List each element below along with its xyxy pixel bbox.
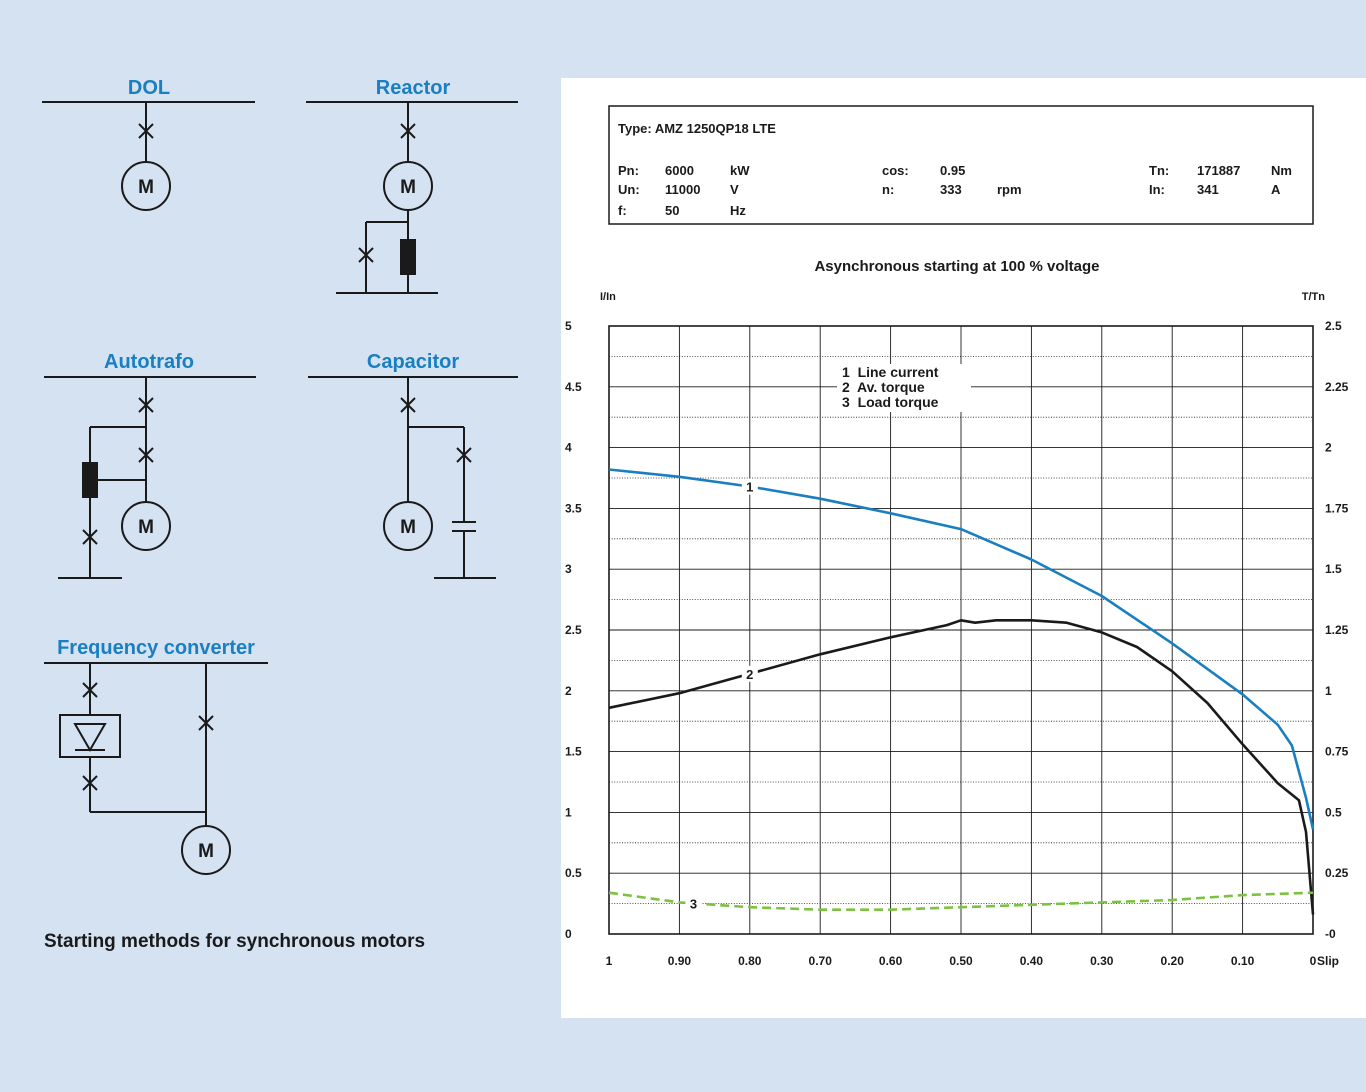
reactor-title: Reactor [376, 77, 451, 99]
legend-load-torque: 3 Load torque [842, 394, 939, 410]
pn-label: Pn: [618, 163, 639, 178]
y-left-axis-label: I/In [600, 291, 616, 303]
x-tick-label: 1 [606, 954, 613, 968]
y-left-tick-label: 3.5 [565, 501, 582, 515]
y-left-tick-label: 1 [565, 805, 572, 819]
y-right-tick-label: 1.25 [1325, 623, 1349, 637]
x-tick-label: 0.90 [668, 954, 692, 968]
motor-label: M [400, 517, 416, 538]
series-line-current-line [608, 468, 1315, 830]
motor-info-box: Type: AMZ 1250QP18 LTE Pn: 6000 kW Un: 1… [608, 105, 1314, 225]
y-left-tick-label: 1.5 [565, 745, 582, 759]
un-unit: V [730, 182, 739, 197]
x-tick-label: 0.60 [879, 954, 903, 968]
f-unit: Hz [730, 203, 746, 218]
y-right-tick-label: 1.5 [1325, 562, 1342, 576]
series-label-bg [685, 895, 702, 912]
tn-label: Tn: [1149, 163, 1169, 178]
starting-curve-chart: Type: AMZ 1250QP18 LTE Pn: 6000 kW Un: 1… [565, 105, 1349, 968]
y-right-tick-label: 0.75 [1325, 745, 1349, 759]
autotrafo-title: Autotrafo [104, 351, 194, 373]
series-av-torque-line [608, 618, 1315, 915]
tn-unit: Nm [1271, 163, 1292, 178]
figure-caption: Starting methods for synchronous motors [44, 931, 426, 952]
un-value: 11000 [665, 182, 700, 197]
frequency-converter-diagram [44, 662, 268, 875]
autotrafo-diagram [44, 376, 256, 579]
y-right-tick-label: 1 [1325, 684, 1332, 698]
f-label: f: [618, 203, 627, 218]
y-left-tick-label: 0.5 [565, 866, 582, 880]
series-load-torque-line [608, 891, 1314, 912]
legend-av-torque: 2 Av. torque [842, 379, 925, 395]
x-tick-label: 0.40 [1020, 954, 1044, 968]
in-unit: A [1271, 182, 1281, 197]
series-label-bg [741, 665, 758, 682]
series-number-label: 3 [690, 896, 697, 911]
motor-label: M [400, 177, 416, 198]
legend-line-current: 1 Line current [842, 364, 939, 380]
n-value: 333 [940, 182, 962, 197]
series-label-bg [741, 478, 758, 495]
reactor-diagram [306, 101, 518, 294]
chart-panel: Type: AMZ 1250QP18 LTE Pn: 6000 kW Un: 1… [561, 78, 1366, 1018]
n-unit: rpm [997, 182, 1022, 197]
n-label: n: [882, 182, 894, 197]
cos-label: cos: [882, 163, 909, 178]
x-tick-label: 0.30 [1090, 954, 1114, 968]
y-left-tick-label: 4 [565, 441, 572, 455]
capacitor-title: Capacitor [367, 351, 459, 373]
chart-legend: 1 Line current 2 Av. torque 3 Load torqu… [837, 364, 971, 412]
chart-title: Asynchronous starting at 100 % voltage [814, 258, 1099, 275]
y-right-axis-label: T/Tn [1302, 291, 1325, 303]
y-right-tick-label: 0.25 [1325, 866, 1349, 880]
axis-tick-labels: 1 0.90 0.80 0.70 0.60 0.50 0.40 0.30 0.20 0.10 0 0 0… [565, 319, 1349, 968]
series-number-label: 2 [746, 667, 753, 682]
chart-series: 1 2 3 [608, 468, 1315, 915]
x-tick-label: 0.50 [949, 954, 973, 968]
y-left-tick-label: 4.5 [565, 380, 582, 394]
in-label: In: [1149, 182, 1165, 197]
y-right-tick-label: 2.25 [1325, 380, 1349, 394]
y-right-tick-label: 2 [1325, 441, 1332, 455]
x-axis-label: Slip [1317, 954, 1339, 968]
y-left-tick-label: 0 [565, 927, 572, 941]
series-number-label: 1 [746, 480, 753, 495]
x-tick-label: 0 [1310, 954, 1317, 968]
y-left-tick-label: 2.5 [565, 623, 582, 637]
motor-label: M [138, 517, 154, 538]
dol-title: DOL [128, 77, 170, 99]
capacitor-diagram [308, 376, 518, 579]
y-left-tick-label: 5 [565, 319, 572, 333]
f-value: 50 [665, 203, 679, 218]
tn-value: 171887 [1197, 163, 1240, 178]
dol-diagram [42, 101, 255, 211]
y-right-tick-label: -0 [1325, 927, 1336, 941]
motor-label: M [198, 841, 214, 862]
x-tick-label: 0.70 [809, 954, 833, 968]
starting-methods-svg: DOL Reactor Autotrafo Capacitor Frequenc… [42, 77, 518, 875]
x-tick-label: 0.20 [1161, 954, 1185, 968]
un-label: Un: [618, 182, 640, 197]
y-right-tick-label: 2.5 [1325, 319, 1342, 333]
pn-unit: kW [730, 163, 750, 178]
y-left-tick-label: 3 [565, 562, 572, 576]
chart-grid [608, 325, 1314, 935]
starting-methods-diagrams: DOL Reactor Autotrafo Capacitor Frequenc… [0, 0, 560, 1087]
plot-frame [608, 325, 1314, 935]
y-right-tick-label: 0.5 [1325, 805, 1342, 819]
in-value: 341 [1197, 182, 1219, 197]
pn-value: 6000 [665, 163, 694, 178]
x-tick-label: 0.80 [738, 954, 762, 968]
x-tick-label: 0.10 [1231, 954, 1255, 968]
frequency-converter-title: Frequency converter [57, 637, 255, 659]
y-right-tick-label: 1.75 [1325, 501, 1349, 515]
y-left-tick-label: 2 [565, 684, 572, 698]
cos-value: 0.95 [940, 163, 965, 178]
motor-type: Type: AMZ 1250QP18 LTE [618, 121, 776, 136]
motor-label: M [138, 177, 154, 198]
